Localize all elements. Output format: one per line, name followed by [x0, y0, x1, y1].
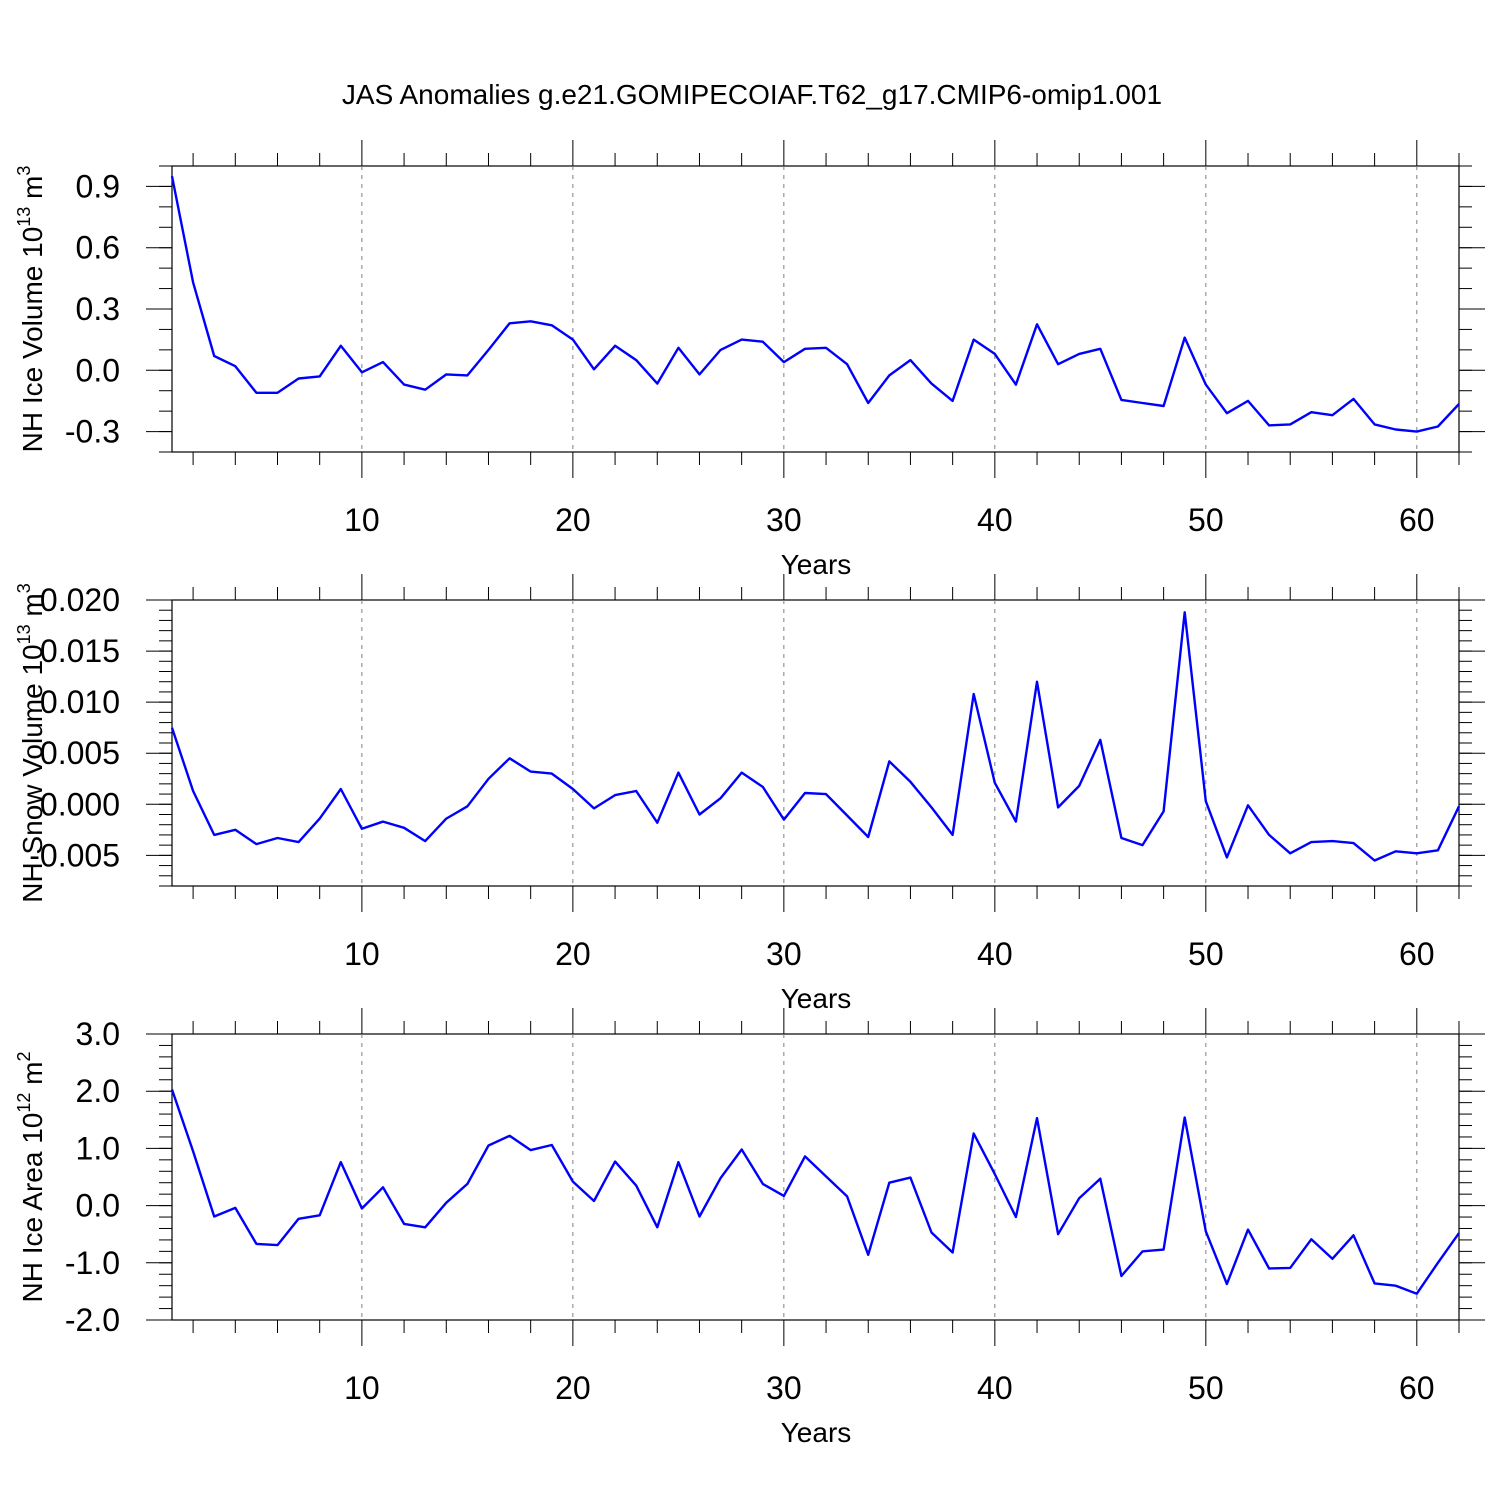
panel-3: 10 20 30 40 50 60 Years 3.0 2.0 1.0 0.0 -1.0 -2.0 NH … — [14, 1008, 1485, 1448]
series-line — [170, 175, 1460, 433]
x-tick-label: 40 — [977, 936, 1013, 972]
x-tick-label: 30 — [766, 502, 802, 538]
y-tick-label: 0.3 — [76, 291, 120, 327]
x-tick-label: 20 — [555, 1370, 591, 1406]
x-axis-label: Years — [781, 983, 852, 1014]
y-tick-label: -0.005 — [29, 837, 120, 873]
y-tick-label: -2.0 — [65, 1302, 120, 1338]
x-tick-label: 10 — [344, 1370, 380, 1406]
y-tick-label: 0.6 — [76, 230, 120, 266]
x-tick-label: 40 — [977, 502, 1013, 538]
x-tick-label: 20 — [555, 502, 591, 538]
y-axis-label-part: NH Ice Volume 10 — [17, 227, 48, 453]
y-axis-label-part: 12 — [14, 1093, 34, 1113]
y-axis-label-part: 3 — [14, 583, 34, 593]
y-axis-label: NH Ice Area 1012 m2 — [14, 1051, 48, 1302]
x-tick-label: 20 — [555, 936, 591, 972]
series-line — [170, 1089, 1460, 1295]
x-tick-label: 10 — [344, 936, 380, 972]
plot-frame — [171, 1033, 1460, 1321]
panel-2: 10 20 30 40 50 60 Years 0.020 0.015 0.010 0.005 0.0… — [14, 574, 1485, 1014]
y-axis-label-part: 3 — [14, 166, 34, 176]
x-tick-label: 60 — [1399, 936, 1435, 972]
x-tick-label: 50 — [1188, 936, 1224, 972]
x-tick-label: 40 — [977, 1370, 1013, 1406]
y-axis-label-part: NH Ice Area 10 — [17, 1113, 48, 1303]
y-tick-label: -0.3 — [65, 414, 120, 450]
x-tick-label: 30 — [766, 1370, 802, 1406]
y-tick-label: 0.9 — [76, 168, 120, 204]
y-axis-label-part: m — [17, 176, 48, 207]
y-tick-label: 1.0 — [76, 1130, 120, 1166]
y-axis-label-part: m — [17, 1062, 48, 1093]
x-tick-label: 60 — [1399, 1370, 1435, 1406]
y-axis-label-part: 13 — [14, 624, 34, 644]
y-tick-label: 0.0 — [76, 352, 120, 388]
x-tick-label: 60 — [1399, 502, 1435, 538]
y-tick-label: 0.0 — [76, 1188, 120, 1224]
x-tick-label: 50 — [1188, 1370, 1224, 1406]
y-tick-label: 0.020 — [40, 582, 120, 618]
figure-title: JAS Anomalies g.e21.GOMIPECOIAF.T62_g17.… — [342, 79, 1162, 110]
panels: 10 20 30 40 50 60 Years 0.9 0.6 0.3 0.0 -0.3 NH Ice … — [14, 140, 1485, 1448]
y-axis-label: NH Snow Volume 1013 m3 — [14, 583, 48, 903]
y-axis-label-part: 2 — [14, 1051, 34, 1061]
x-tick-label: 50 — [1188, 502, 1224, 538]
y-axis-label-part: m — [17, 593, 48, 624]
plot-frame — [171, 165, 1460, 453]
y-tick-label: 0.000 — [40, 786, 120, 822]
y-tick-label: 0.010 — [40, 684, 120, 720]
y-axis-label-part: NH Snow Volume 10 — [17, 644, 48, 902]
y-tick-label: 0.005 — [40, 735, 120, 771]
y-axis-label-part: 13 — [14, 207, 34, 227]
plot-frame — [171, 599, 1460, 887]
y-tick-label: 3.0 — [76, 1016, 120, 1052]
y-tick-label: 2.0 — [76, 1073, 120, 1109]
x-tick-label: 10 — [344, 502, 380, 538]
y-axis-label: NH Ice Volume 1013 m3 — [14, 166, 48, 453]
x-axis-label: Years — [781, 1417, 852, 1448]
y-tick-label: -1.0 — [65, 1245, 120, 1281]
x-tick-label: 30 — [766, 936, 802, 972]
y-tick-label: 0.015 — [40, 633, 120, 669]
x-axis-label: Years — [781, 549, 852, 580]
panel-1: 10 20 30 40 50 60 Years 0.9 0.6 0.3 0.0 -0.3 NH Ice … — [14, 140, 1485, 580]
series-line — [170, 611, 1461, 862]
